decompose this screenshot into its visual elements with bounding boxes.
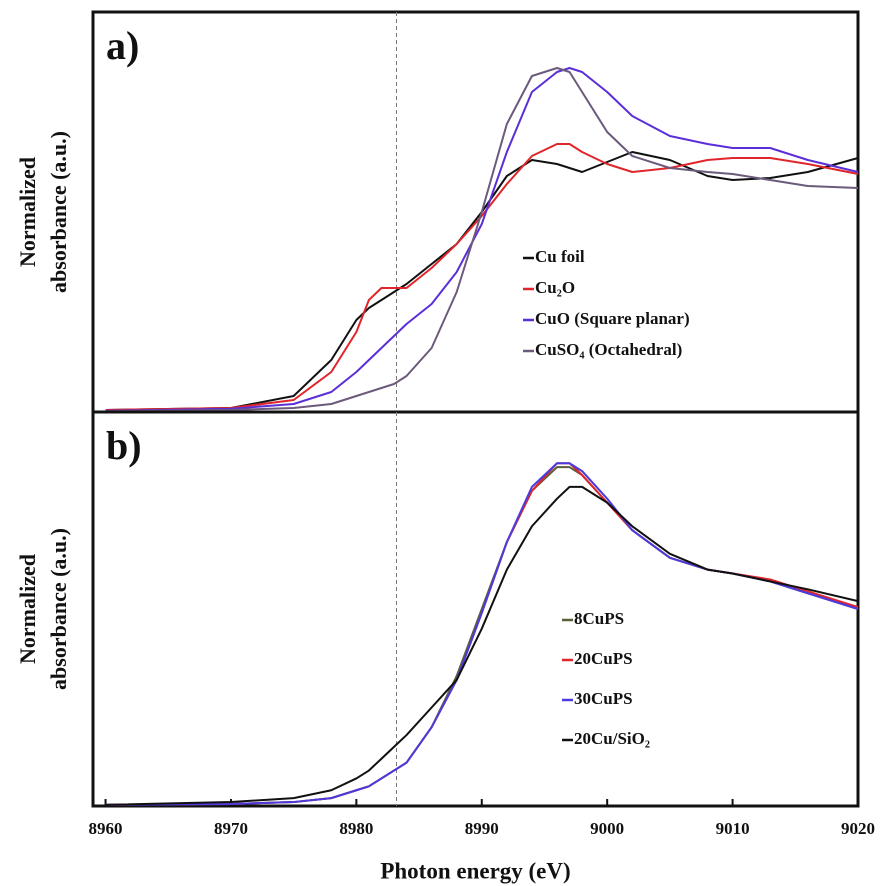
- series-line: [105, 67, 859, 413]
- x-axis-label: Photon energy (eV): [380, 858, 570, 883]
- legend-label: 30CuPS: [574, 689, 633, 708]
- series-line: [105, 151, 859, 411]
- x-tick-label: 8970: [214, 819, 248, 838]
- series-line: [105, 67, 859, 412]
- y-axis-label: absorbance (a.u.): [46, 131, 71, 293]
- series-line: [105, 462, 859, 806]
- series-line: [105, 143, 859, 411]
- y-axis-label: Normalized: [15, 554, 40, 664]
- legend-label: 20CuPS: [574, 649, 633, 668]
- legend-label: CuSO₄ (Octahedral): [535, 340, 682, 359]
- plot-frame: [91, 10, 860, 414]
- y-axis-label: absorbance (a.u.): [46, 528, 71, 690]
- x-tick-label: 9020: [841, 819, 875, 838]
- panel-label: a): [106, 23, 139, 68]
- plot-frame: [91, 410, 860, 808]
- x-tick-label: 9010: [716, 819, 750, 838]
- legend-label: CuO (Square planar): [535, 309, 690, 328]
- legend-label: Cu₂O: [535, 278, 575, 297]
- legend-label: 8CuPS: [574, 609, 624, 628]
- series-line: [105, 466, 859, 806]
- x-tick-label: 9000: [590, 819, 624, 838]
- panel-label: b): [106, 423, 142, 468]
- legend-label: Cu foil: [535, 247, 585, 266]
- legend-label: 20Cu/SiO₂: [574, 729, 650, 748]
- x-tick-label: 8960: [89, 819, 123, 838]
- series-line: [105, 462, 859, 806]
- y-axis-label: Normalized: [15, 157, 40, 267]
- x-tick-label: 8980: [339, 819, 373, 838]
- series-line: [105, 485, 859, 806]
- x-tick-label: 8990: [465, 819, 499, 838]
